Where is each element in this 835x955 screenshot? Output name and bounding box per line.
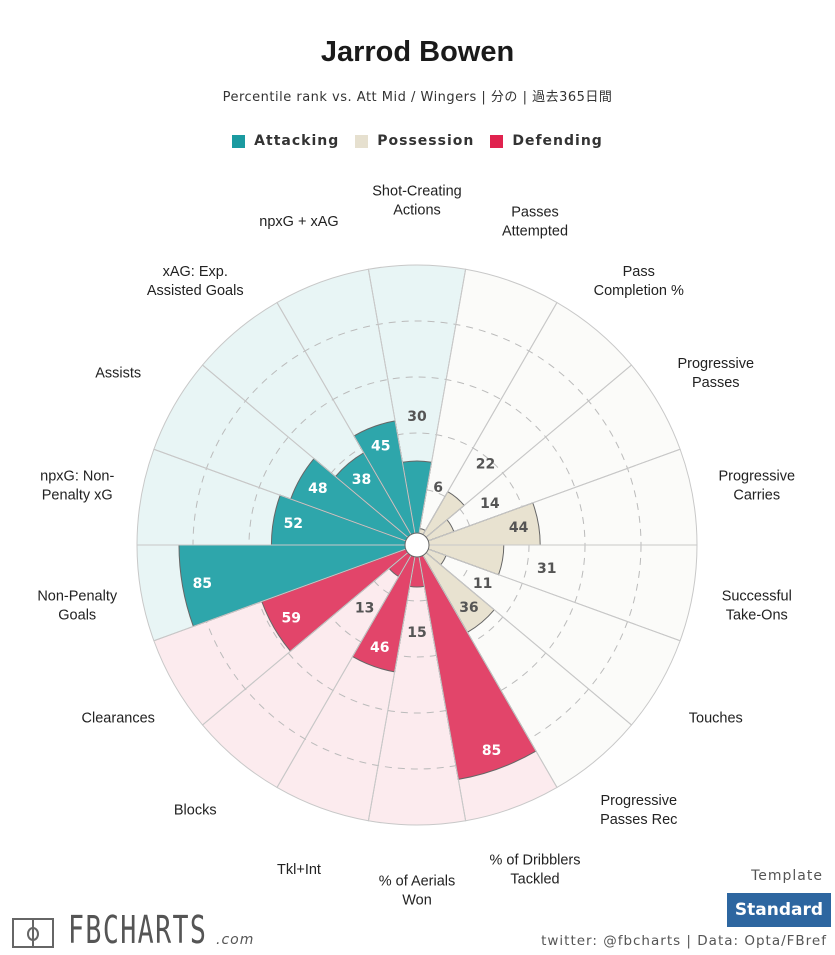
fbcharts-logo: FBCHARTS .com: [12, 908, 254, 952]
logo-suffix: .com: [216, 932, 255, 948]
legend: Attacking Possession Defending: [0, 133, 835, 149]
spoke: [416, 364, 632, 546]
spoke: [416, 544, 632, 726]
spoke: [416, 302, 558, 546]
legend-swatch: [232, 134, 246, 148]
category-label: Non-Penalty Goals: [37, 588, 118, 623]
category-label: Shot-Creating Actions: [372, 184, 461, 219]
category-label: npxG: Non-Penalty xG: [40, 469, 114, 504]
spoke: [416, 448, 681, 546]
spoke: [153, 448, 418, 546]
category-label: xAG: Exp. Assisted Goals: [147, 264, 244, 299]
legend-label: Possession: [377, 133, 475, 149]
value-label: 11: [473, 576, 492, 592]
spoke: [416, 269, 467, 546]
spoke: [367, 269, 418, 546]
spoke: [276, 302, 418, 546]
category-label: Successful Take-Ons: [722, 588, 792, 623]
value-label: 44: [509, 520, 529, 536]
legend-label: Defending: [512, 133, 603, 149]
chart-subtitle: Percentile rank vs. Att Mid / Wingers | …: [222, 90, 613, 105]
legend-swatch: [355, 134, 369, 148]
category-label: Blocks: [174, 802, 217, 818]
value-label: 52: [284, 516, 303, 532]
category-label: Progressive Carries: [718, 469, 795, 504]
value-label: 38: [352, 472, 371, 488]
value-label: 31: [537, 561, 556, 577]
category-label: % of Dribblers Tackled: [489, 853, 580, 888]
value-label: 6: [433, 480, 443, 496]
category-label: Progressive Passes: [677, 356, 754, 391]
value-label: 85: [482, 743, 501, 759]
spoke: [276, 544, 418, 788]
category-label: Touches: [689, 711, 743, 727]
logo-text: FBCHARTS: [68, 908, 208, 952]
legend-item-defending: Defending: [490, 133, 602, 149]
spoke: [416, 544, 467, 821]
value-label: 48: [308, 481, 327, 497]
category-label: Tkl+Int: [277, 862, 321, 878]
category-label: Pass Completion %: [594, 264, 684, 299]
center-hole: [404, 532, 430, 558]
value-label: 45: [371, 438, 390, 454]
value-label: 85: [193, 576, 212, 592]
value-label: 15: [407, 625, 426, 641]
template-standard-button[interactable]: Standard: [727, 893, 831, 927]
category-label: Assists: [95, 366, 141, 382]
credit-text: twitter: @fbcharts | Data: Opta/FBref: [541, 933, 827, 949]
template-label: Template: [751, 868, 823, 884]
legend-item-possession: Possession: [355, 133, 474, 149]
legend-item-attacking: Attacking: [232, 133, 339, 149]
pitch-icon: [12, 918, 54, 948]
value-label: 14: [480, 496, 500, 512]
category-label: Progressive Passes Rec: [600, 793, 677, 828]
legend-label: Attacking: [254, 133, 340, 149]
spoke: [367, 544, 418, 821]
legend-swatch: [490, 134, 504, 148]
spoke: [202, 544, 418, 726]
spoke: [153, 544, 418, 642]
category-label: npxG + xAG: [259, 214, 338, 230]
spoke: [416, 544, 558, 788]
value-label: 59: [282, 611, 301, 627]
category-label: Clearances: [82, 711, 155, 727]
value-label: 36: [459, 600, 478, 616]
spoke: [416, 544, 681, 642]
value-label: 13: [355, 600, 374, 616]
chart-title: Jarrod Bowen: [320, 36, 515, 68]
value-label: 22: [476, 456, 495, 472]
spoke: [202, 364, 418, 546]
category-label: % of Aerials Won: [379, 874, 456, 909]
value-label: 30: [407, 409, 427, 425]
value-label: 46: [370, 640, 389, 656]
category-label: Passes Attempted: [502, 204, 568, 239]
